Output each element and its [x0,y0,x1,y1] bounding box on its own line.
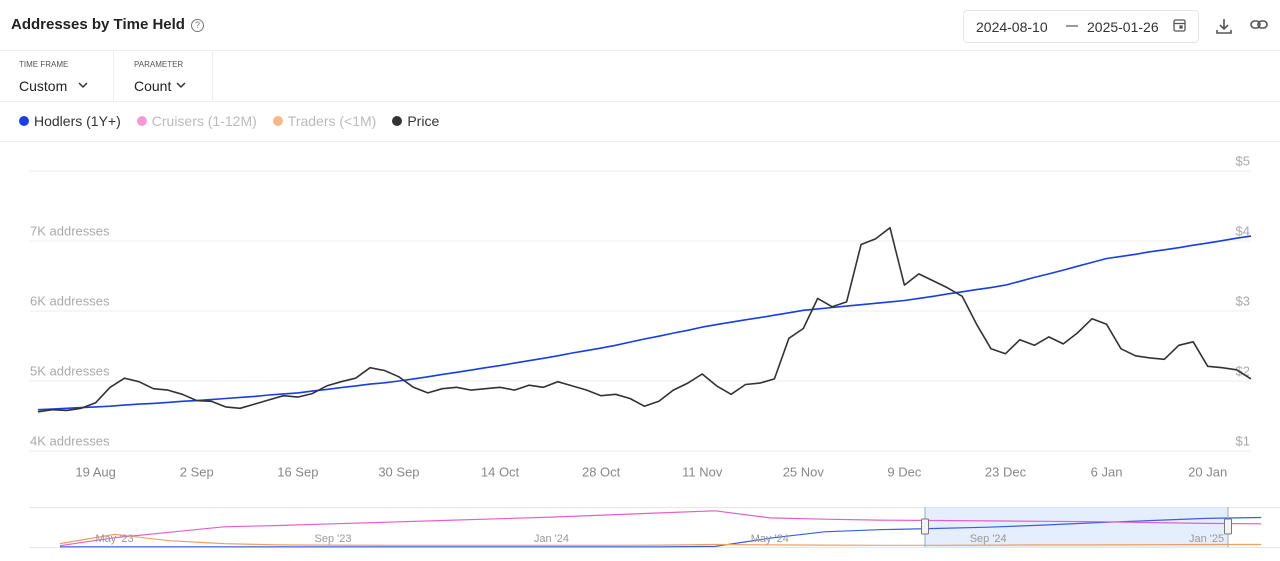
help-icon[interactable]: ? [191,19,204,32]
x-tick-label: 9 Dec [887,464,921,479]
legend-item[interactable]: Cruisers (1-12M) [136,113,257,129]
legend-marker [136,116,147,126]
series-line [37,235,1252,411]
navigator-handle[interactable] [1224,518,1232,535]
series-line [59,533,1262,546]
x-tick-label: 2 Sep [180,464,214,479]
x-tick-label: 20 Jan [1188,464,1227,479]
x-tick-label: 6 Jan [1091,464,1123,479]
navigator-tick-label: Jan '25 [1189,533,1224,545]
date-start[interactable]: 2024-08-10 [976,19,1048,35]
control-value[interactable]: Count [134,78,172,94]
control-value[interactable]: Custom [19,78,68,94]
legend-label: Hodlers (1Y+) [34,113,121,129]
y2-tick-label: $5 [1236,153,1250,168]
chevron[interactable] [78,82,88,89]
legend: Hodlers (1Y+) Cruisers (1-12M) Traders (<1… [19,113,439,129]
date-end[interactable]: 2025-01-26 [1087,19,1159,35]
y-tick-label: 5K addresses [30,363,110,378]
legend-label: Cruisers (1-12M) [151,113,257,129]
y2-tick-label: $2 [1236,363,1250,378]
date-range[interactable]: 2024-08-10 2025-01-26 [963,10,1199,43]
y2-tick-label: $4 [1236,223,1250,238]
y-tick-label: 7K addresses [30,223,110,238]
download-icon[interactable] [1216,19,1232,34]
calendar-icon[interactable] [1173,19,1186,32]
x-tick-label: 11 Nov [682,464,723,479]
y2-tick-label: $3 [1236,293,1250,308]
legend-item[interactable]: Price [392,113,439,129]
legend-marker [392,116,403,126]
x-tick-label: 30 Sep [378,464,419,479]
legend-item[interactable]: Hodlers (1Y+) [19,113,121,129]
chart-title: Addresses by Time Held [11,16,185,33]
x-tick-label: 14 Oct [481,464,520,479]
x-tick-label: 28 Oct [582,464,621,479]
legend-label: Price [407,113,440,129]
link-icon[interactable] [1250,20,1268,29]
control-label: TIME FRAME [19,60,69,69]
series-line [37,226,1252,413]
x-tick-label: 23 Dec [985,464,1027,479]
grid [30,170,1250,452]
navigator-tick-label: May '24 [751,533,789,545]
navigator-tick-label: Jan '24 [534,533,569,545]
x-tick-label: 16 Sep [277,464,318,479]
control-label: PARAMETER [134,60,184,69]
x-tick-label: 19 Aug [75,464,116,479]
chevron[interactable] [176,82,186,89]
legend-marker [19,116,29,126]
x-tick-label: 25 Nov [783,464,825,479]
legend-marker [272,116,283,126]
y2-tick-label: $1 [1236,433,1250,448]
navigator-tick-label: Sep '24 [970,533,1007,545]
navigator-tick-label: May '23 [96,533,134,545]
series-line [59,510,1262,547]
legend-item[interactable]: Traders (<1M) [272,113,377,129]
y-tick-label: 6K addresses [30,293,110,308]
series-line [60,516,1262,548]
y-tick-label: 4K addresses [30,433,110,448]
navigator-tick-label: Sep '23 [315,533,352,545]
legend-label: Traders (<1M) [287,113,377,129]
navigator-handle[interactable] [921,518,929,535]
